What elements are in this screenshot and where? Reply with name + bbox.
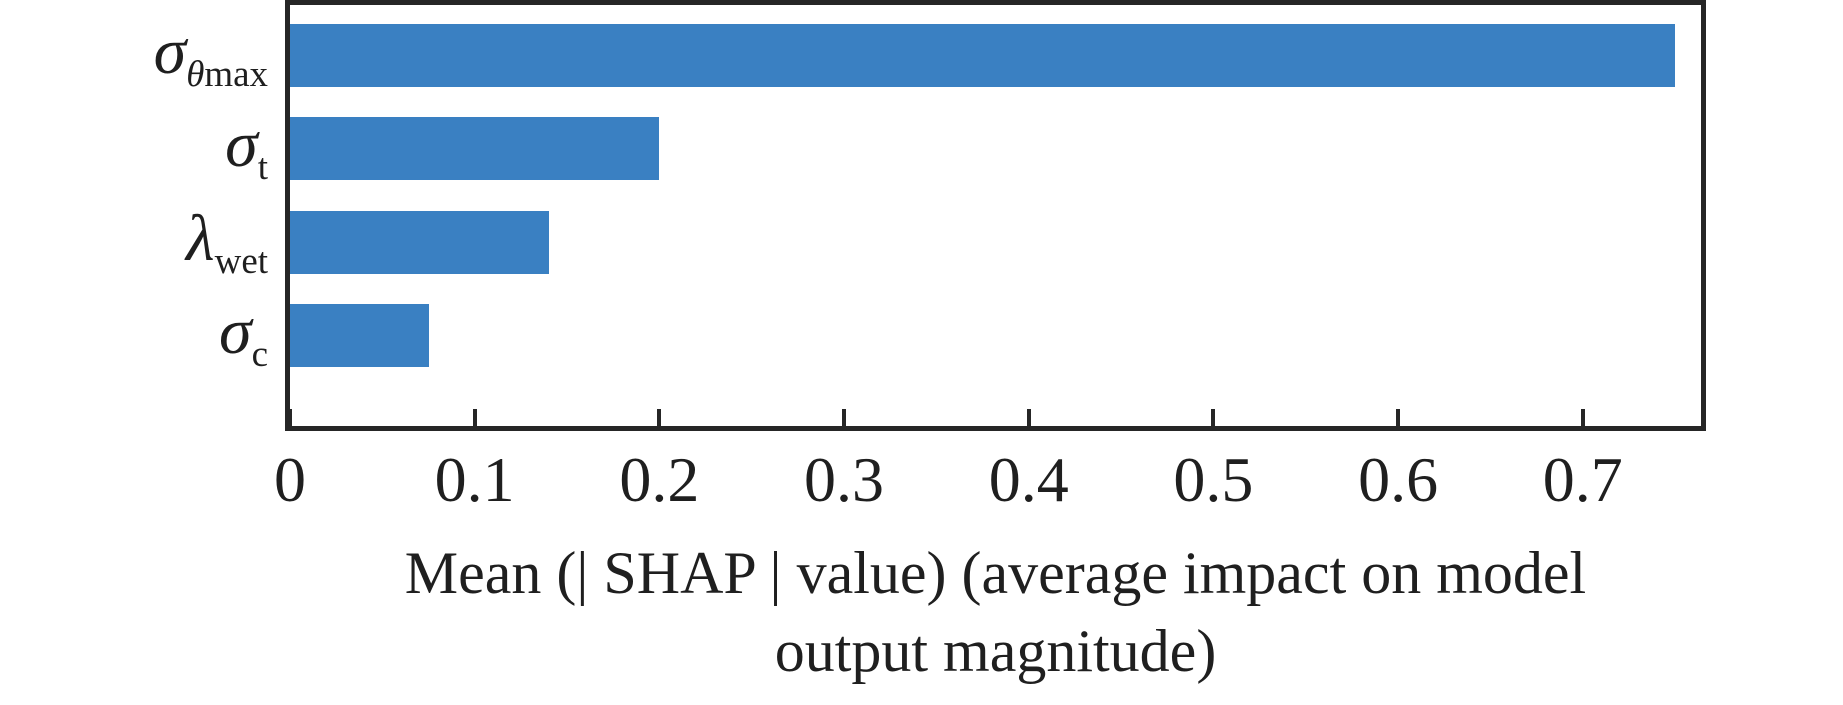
x-axis-tick [1580,409,1585,426]
feature-symbol: λ [186,201,215,275]
x-axis-tick [288,409,292,426]
feature-subscript: wet [214,239,268,281]
x-axis-tick [842,409,847,426]
x-tick-label: 0.6 [1358,444,1439,515]
bar-λ_wet [290,211,549,274]
bar-σ_θmax [290,24,1676,87]
feature-subscript: t [257,145,268,187]
x-tick-labels: 0 0.1 0.2 0.3 0.4 0.5 0.6 0.7 [274,444,1701,520]
plot-area [285,0,1706,431]
x-axis-tick [1396,409,1401,426]
x-tick-label: 0 [274,444,306,515]
bar-σ_c [290,304,429,367]
y-tick-label-σ_c: σc [0,298,268,374]
feature-subscript: c [251,332,268,374]
x-tick-label: 0.3 [804,444,885,515]
x-tick-label: 0.7 [1542,444,1623,515]
feature-symbol: σ [219,294,252,368]
x-tick-label: 0.4 [988,444,1069,515]
y-axis-labels: σθmax σt λwet σc [0,0,268,431]
x-axis-label: Mean (| SHAP | value) (average impact on… [290,534,1701,690]
x-axis-tick [657,409,662,426]
x-tick-label: 0.1 [434,444,515,515]
y-tick-label-σ_t: σt [0,111,268,187]
x-axis-label-line1: Mean (| SHAP | value) (average impact on… [404,540,1587,606]
x-tick-label: 0.5 [1173,444,1254,515]
y-tick-label-σ_θmax: σθmax [0,18,268,94]
x-axis-tick [1211,409,1216,426]
x-axis-tick [472,409,477,426]
x-axis-tick [1026,409,1031,426]
feature-symbol: σ [225,107,258,181]
y-tick-label-λ_wet: λwet [0,205,268,281]
x-axis-label-line2: output magnitude) [774,618,1217,684]
x-tick-label: 0.2 [619,444,700,515]
feature-symbol: σ [153,14,187,88]
bar-σ_t [290,117,660,180]
feature-subscript: θmax [186,52,268,94]
